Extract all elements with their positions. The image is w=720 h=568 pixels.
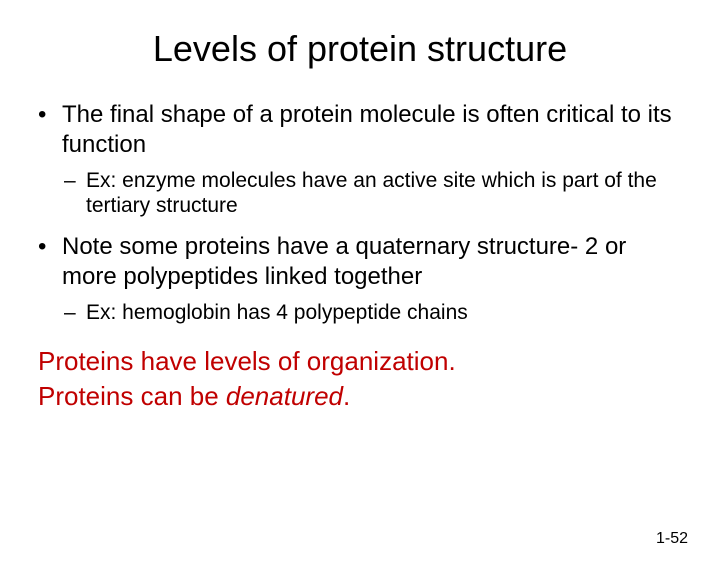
slide-content: The final shape of a protein molecule is…	[0, 100, 720, 326]
sub-bullet-text: Ex: hemoglobin has 4 polypeptide chains	[86, 301, 468, 324]
page-number: 1-52	[656, 530, 688, 548]
sub-bullet-item: Ex: hemoglobin has 4 polypeptide chains	[62, 300, 686, 325]
sub-bullet-list: Ex: enzyme molecules have an active site…	[62, 168, 686, 218]
key-point-text: .	[343, 381, 350, 411]
sub-bullet-item: Ex: enzyme molecules have an active site…	[62, 168, 686, 218]
bullet-text: The final shape of a protein molecule is…	[62, 101, 672, 158]
key-point-line: Proteins have levels of organization.	[38, 344, 686, 379]
bullet-item: The final shape of a protein molecule is…	[34, 100, 686, 218]
bullet-item: Note some proteins have a quaternary str…	[34, 232, 686, 325]
key-points: Proteins have levels of organization. Pr…	[0, 344, 720, 414]
slide-title: Levels of protein structure	[0, 28, 720, 70]
key-point-text: Proteins can be	[38, 381, 226, 411]
key-point-italic: denatured	[226, 381, 343, 411]
sub-bullet-text: Ex: enzyme molecules have an active site…	[86, 169, 657, 217]
key-point-line: Proteins can be denatured.	[38, 379, 686, 414]
bullet-list: The final shape of a protein molecule is…	[34, 100, 686, 326]
bullet-text: Note some proteins have a quaternary str…	[62, 233, 626, 290]
slide: Levels of protein structure The final sh…	[0, 28, 720, 568]
sub-bullet-list: Ex: hemoglobin has 4 polypeptide chains	[62, 300, 686, 325]
